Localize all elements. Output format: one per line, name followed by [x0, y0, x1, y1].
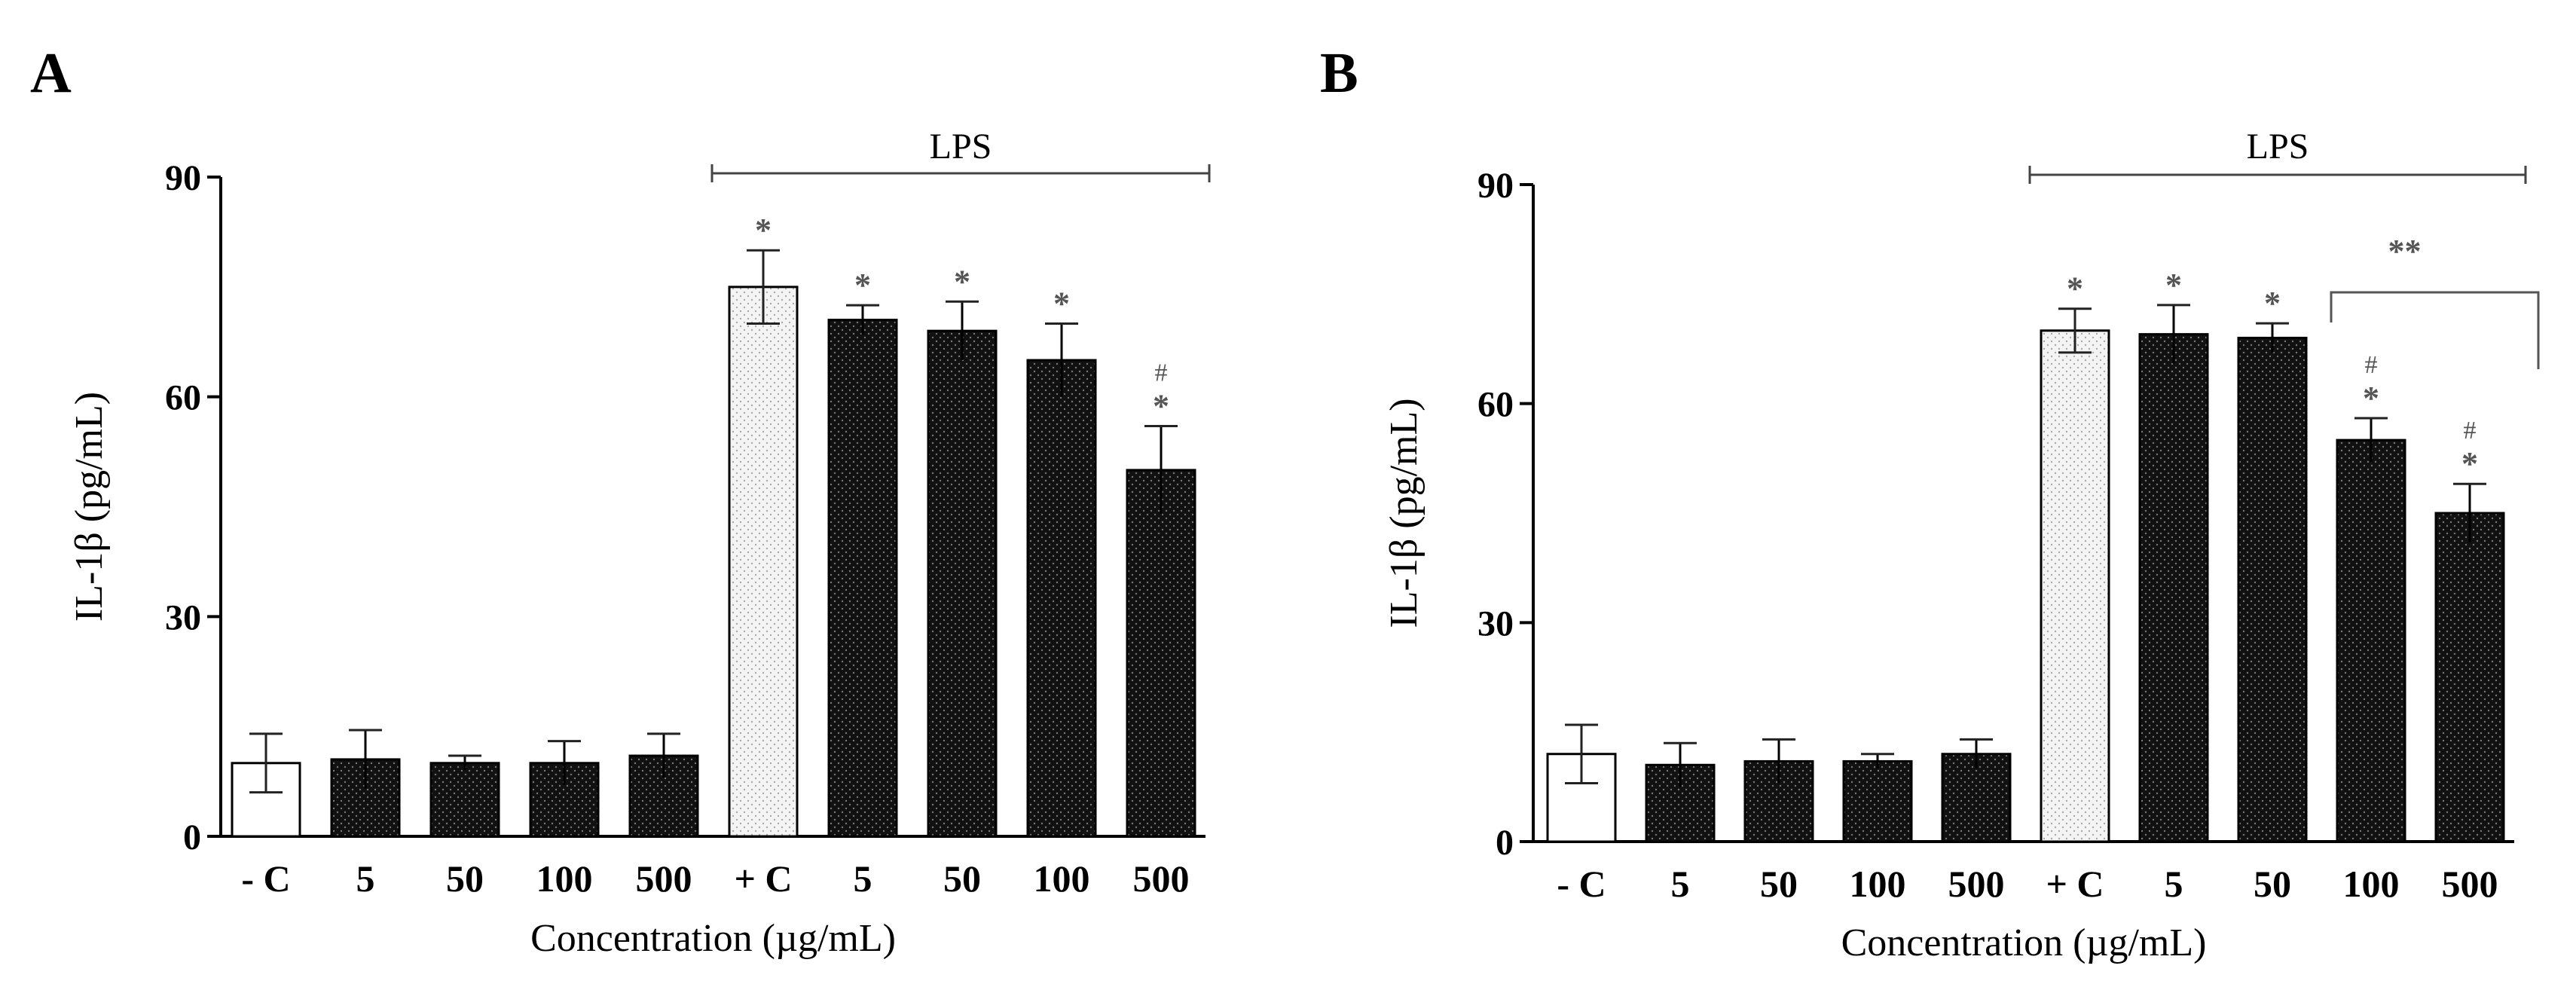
chart-panel-b: B 0 30 60 90 IL-1β (pg/mL) Concentration (µg/m…: [1320, 41, 2540, 964]
comparison-bracket: **: [2330, 233, 2540, 369]
bar: [2237, 336, 2308, 843]
category-label: 50: [943, 857, 981, 900]
y-tick-label: 30: [1477, 604, 1514, 643]
category-label: 100: [536, 857, 593, 900]
significance-mark: #: [2464, 417, 2477, 445]
y-tick-label: 60: [1477, 385, 1514, 425]
comparison-bracket-line: [2330, 291, 2540, 369]
error-bar: [448, 754, 481, 771]
significance-mark: #: [1155, 359, 1168, 387]
significance-mark: *: [2363, 380, 2379, 417]
bar: [429, 762, 500, 838]
category-label: 100: [2343, 863, 2400, 905]
error-bar: [1762, 738, 1795, 784]
category-label: 5: [2165, 863, 2183, 905]
y-axis-title: IL-1β (pg/mL): [68, 392, 111, 622]
y-tick-label: 0: [183, 817, 201, 857]
significance-mark: *: [1053, 285, 1070, 322]
panel-label: B: [1320, 41, 1358, 105]
category-label: + C: [2046, 863, 2104, 905]
x-axis-title: Concentration (µg/mL): [530, 917, 896, 960]
error-bar: [1144, 425, 1178, 515]
error-bar: [2256, 322, 2289, 353]
error-bar: [747, 249, 780, 325]
bar: [728, 286, 799, 838]
bar: [2434, 512, 2505, 843]
significance-mark: *: [755, 212, 772, 249]
category-label: 50: [446, 857, 484, 900]
error-bar: [2058, 307, 2092, 354]
chart-panel-a: A 0 30 60 90 IL-1β (pg/mL) Concentration (µg/m…: [30, 41, 1211, 960]
y-tick-label: 30: [165, 597, 201, 637]
error-bar: [1861, 753, 1894, 769]
category-label: 500: [1133, 857, 1190, 900]
comparison-bracket-label: **: [2388, 233, 2422, 270]
bar: [1026, 359, 1097, 838]
bar: [1126, 469, 1196, 838]
significance-mark: *: [2067, 270, 2083, 307]
error-bar: [349, 729, 382, 789]
y-tick-label: 90: [165, 158, 201, 198]
category-label: 50: [2254, 863, 2291, 905]
x-axis-title: Concentration (µg/mL): [1841, 921, 2207, 964]
category-label: 100: [1034, 857, 1090, 900]
category-label: 500: [1948, 863, 2005, 905]
bar: [1842, 759, 1913, 843]
significance-mark: *: [1153, 388, 1169, 425]
error-bar: [2354, 417, 2388, 463]
category-label: - C: [1557, 863, 1606, 905]
significance-mark: *: [2165, 267, 2182, 304]
error-bar: [946, 300, 979, 361]
category-label: + C: [734, 857, 792, 900]
lps-bracket: LPS: [710, 127, 1211, 182]
y-tick-label: 0: [1496, 823, 1514, 863]
bar: [827, 319, 898, 838]
y-axis-title: IL-1β (pg/mL): [1383, 398, 1426, 628]
error-bar: [1045, 322, 1078, 397]
error-bar: [2157, 304, 2190, 364]
y-tick-label: 90: [1477, 166, 1514, 206]
error-bar: [846, 304, 879, 335]
category-label: 5: [1671, 863, 1690, 905]
significance-mark: *: [2264, 285, 2281, 322]
category-label: - C: [241, 857, 290, 900]
y-tick-label: 60: [165, 378, 201, 418]
error-bar: [1960, 738, 1993, 769]
category-label: 500: [636, 857, 692, 900]
category-label: 500: [2442, 863, 2498, 905]
category-label: 50: [1760, 863, 1798, 905]
bar: [1941, 753, 2012, 843]
error-bar: [548, 740, 581, 785]
bar: [927, 329, 998, 838]
error-bar: [647, 732, 680, 778]
significance-mark: *: [2461, 445, 2478, 482]
significance-mark: #: [2365, 351, 2378, 379]
significance-mark: *: [954, 263, 970, 300]
bar: [2040, 329, 2110, 843]
panel-label: A: [30, 41, 72, 105]
error-bar: [1664, 741, 1697, 787]
error-bar: [249, 732, 283, 794]
category-label: 5: [356, 857, 375, 900]
lps-label: LPS: [2247, 127, 2309, 167]
bar: [2336, 439, 2406, 843]
bar: [2138, 333, 2209, 843]
error-bar: [1565, 723, 1598, 784]
significance-mark: *: [854, 267, 871, 304]
category-label: 100: [1850, 863, 1906, 905]
category-label: 5: [854, 857, 872, 900]
error-bar: [2453, 482, 2486, 542]
lps-bracket: LPS: [2028, 127, 2527, 184]
lps-label: LPS: [930, 127, 992, 167]
